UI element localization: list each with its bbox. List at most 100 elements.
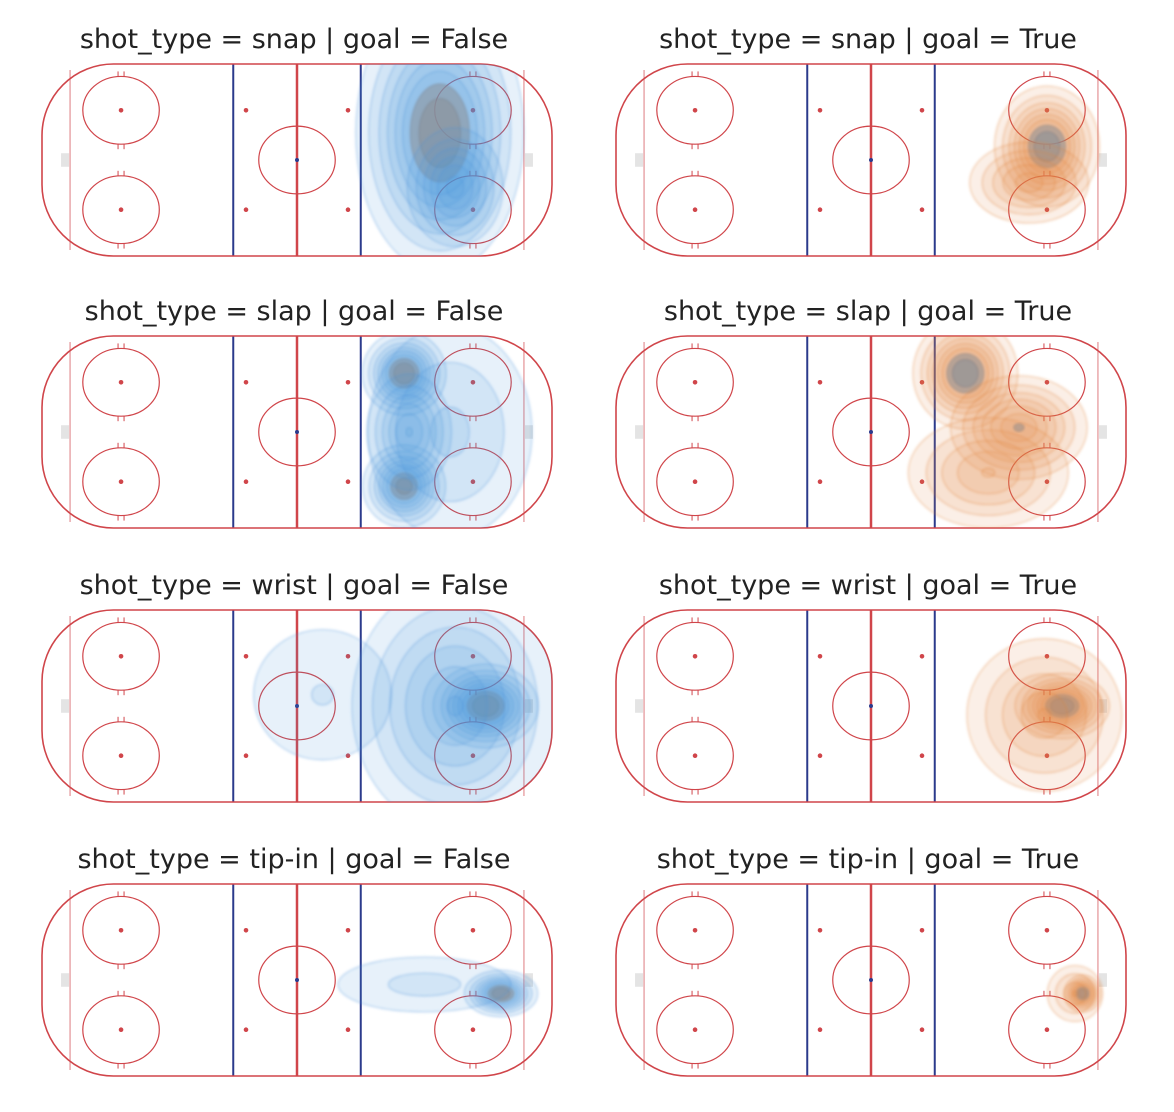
density-contour — [981, 467, 996, 478]
neutral-faceoff-dot — [919, 928, 925, 933]
density-layer — [1046, 965, 1104, 1022]
density-contour — [430, 406, 470, 458]
endzone-faceoff-circle — [656, 447, 734, 517]
goal-net-left — [635, 153, 644, 167]
facet-panel-wrist-true: shot_type = wrist | goal = True — [588, 566, 1148, 838]
hockey-rink-plot — [615, 609, 1127, 803]
center-faceoff-circle — [258, 397, 336, 467]
endzone-faceoff-dot — [470, 928, 476, 933]
neutral-faceoff-dot — [345, 1027, 351, 1032]
endzone-faceoff-dot — [692, 479, 698, 484]
facet-panel-tip-in-false: shot_type = tip-in | goal = False — [14, 840, 574, 1112]
endzone-faceoff-circle — [82, 175, 160, 245]
density-layer — [253, 610, 552, 802]
goal-net-left — [61, 153, 70, 167]
density-layer — [907, 336, 1088, 528]
panel-title: shot_type = snap | goal = False — [79, 24, 509, 55]
goal-net-left — [635, 973, 644, 987]
endzone-faceoff-dot — [118, 207, 124, 212]
neutral-faceoff-dot — [919, 108, 925, 113]
neutral-faceoff-dot — [243, 654, 249, 659]
density-hotspot — [969, 141, 1089, 224]
density-hotspot — [1046, 965, 1104, 1022]
center-faceoff-dot — [869, 978, 873, 982]
endzone-faceoff-dot — [692, 928, 698, 933]
goal-net-left — [635, 425, 644, 439]
panel-title: shot_type = slap | goal = True — [663, 296, 1073, 327]
endzone-faceoff-circle — [82, 895, 160, 965]
endzone-faceoff-dot — [118, 479, 124, 484]
density-hotspot — [367, 336, 533, 528]
endzone-faceoff-dot — [1044, 928, 1050, 933]
facet-panel-wrist-false: shot_type = wrist | goal = False — [14, 566, 574, 838]
center-faceoff-circle — [832, 125, 910, 195]
endzone-faceoff-circle — [656, 721, 734, 791]
endzone-faceoff-dot — [692, 753, 698, 758]
center-faceoff-circle — [832, 945, 910, 1015]
goal-net-left — [61, 699, 70, 713]
center-faceoff-dot — [295, 158, 299, 162]
center-faceoff-dot — [869, 704, 873, 708]
density-layer — [337, 956, 539, 1018]
goal-net-left — [635, 699, 644, 713]
neutral-faceoff-dot — [817, 108, 823, 113]
endzone-faceoff-circle — [656, 175, 734, 245]
center-faceoff-dot — [869, 158, 873, 162]
facet-panel-slap-false: shot_type = slap | goal = False — [14, 292, 574, 564]
density-hotspot — [351, 610, 552, 802]
neutral-faceoff-dot — [817, 207, 823, 212]
facet-panel-snap-true: shot_type = snap | goal = True — [588, 20, 1148, 292]
neutral-faceoff-dot — [919, 654, 925, 659]
goal-net-right — [1098, 973, 1107, 987]
rink-boards — [615, 63, 1127, 257]
endzone-faceoff-circle — [656, 995, 734, 1065]
neutral-faceoff-dot — [817, 479, 823, 484]
panel-title: shot_type = tip-in | goal = True — [656, 844, 1080, 875]
endzone-faceoff-dot — [118, 753, 124, 758]
hockey-rink-plot — [615, 335, 1127, 529]
neutral-faceoff-dot — [345, 380, 351, 385]
hockey-rink-plot — [41, 609, 553, 803]
endzone-faceoff-circle — [82, 447, 160, 517]
neutral-faceoff-dot — [345, 108, 351, 113]
neutral-faceoff-dot — [817, 380, 823, 385]
hockey-rink-plot — [615, 883, 1127, 1077]
endzone-faceoff-dot — [118, 1027, 124, 1032]
endzone-faceoff-circle — [82, 75, 160, 145]
density-hotspot — [406, 127, 504, 247]
neutral-faceoff-dot — [243, 380, 249, 385]
endzone-faceoff-dot — [692, 1027, 698, 1032]
neutral-faceoff-dot — [345, 207, 351, 212]
facet-panel-slap-true: shot_type = slap | goal = True — [588, 292, 1148, 564]
rink-boards — [41, 883, 553, 1077]
density-contour — [445, 175, 465, 199]
endzone-faceoff-circle — [656, 895, 734, 965]
neutral-faceoff-dot — [243, 1027, 249, 1032]
endzone-faceoff-dot — [470, 1027, 476, 1032]
density-contour — [446, 696, 464, 716]
neutral-faceoff-dot — [243, 753, 249, 758]
endzone-faceoff-dot — [118, 928, 124, 933]
density-layer — [361, 336, 533, 528]
endzone-faceoff-dot — [118, 380, 124, 385]
density-hotspot — [337, 956, 512, 1013]
endzone-faceoff-circle — [82, 721, 160, 791]
hockey-rink-plot — [41, 883, 553, 1077]
center-faceoff-circle — [258, 125, 336, 195]
rink-boards — [41, 335, 553, 529]
goal-net-left — [61, 425, 70, 439]
hockey-rink-plot — [41, 63, 553, 257]
endzone-faceoff-circle — [1008, 895, 1086, 965]
center-faceoff-circle — [832, 397, 910, 467]
goal-net-left — [61, 973, 70, 987]
hockey-rink-plot — [615, 63, 1127, 257]
hockey-rink-plot — [41, 335, 553, 529]
endzone-faceoff-dot — [692, 654, 698, 659]
rink-boards — [615, 883, 1127, 1077]
density-contour — [387, 972, 462, 997]
endzone-faceoff-dot — [118, 654, 124, 659]
neutral-faceoff-dot — [345, 479, 351, 484]
neutral-faceoff-dot — [243, 479, 249, 484]
density-contour — [1014, 172, 1044, 193]
